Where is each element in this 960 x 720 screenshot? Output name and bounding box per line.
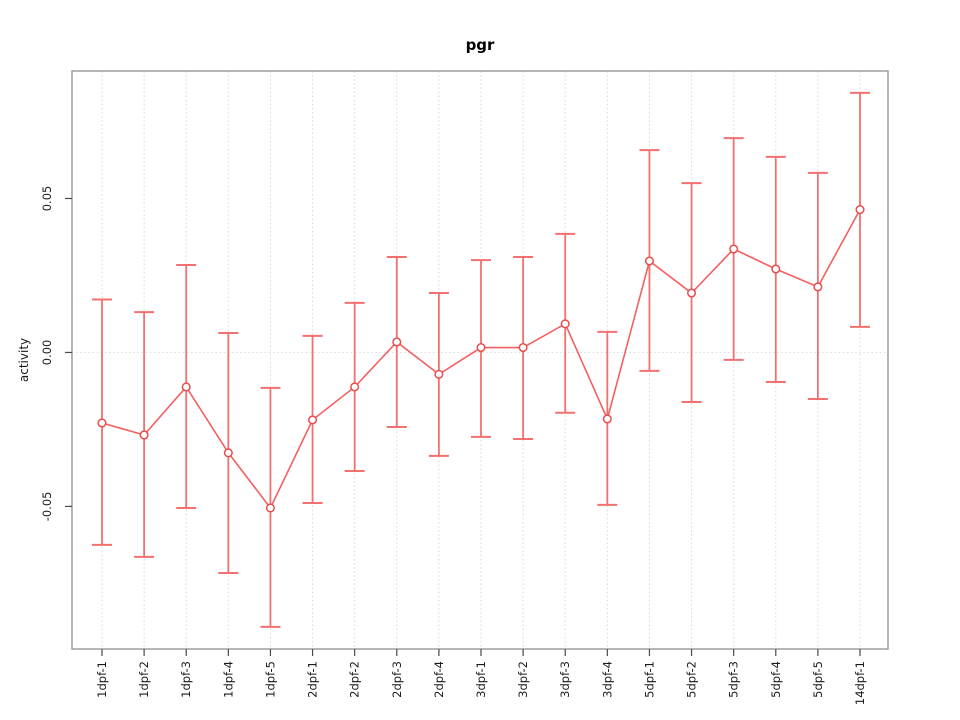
data-point <box>687 288 697 298</box>
data-point <box>392 337 402 347</box>
plot-border <box>71 70 889 650</box>
data-point <box>181 382 191 392</box>
data-point <box>265 503 275 513</box>
x-tick-label: 1dpf-4 <box>221 661 235 698</box>
data-point <box>560 319 570 329</box>
data-point <box>729 244 739 254</box>
x-tick-label: 3dpf-3 <box>558 661 572 698</box>
x-tick-label: 2dpf-4 <box>432 661 446 698</box>
x-tick-label: 3dpf-1 <box>474 661 488 698</box>
x-tick-label: 2dpf-1 <box>306 661 320 698</box>
data-point <box>350 382 360 392</box>
data-point <box>602 414 612 424</box>
x-tick-label: 2dpf-2 <box>348 661 362 698</box>
data-point <box>434 369 444 379</box>
x-tick-label: 3dpf-2 <box>516 661 530 698</box>
data-point <box>139 430 149 440</box>
x-tick-label: 2dpf-3 <box>390 661 404 698</box>
x-tick-label: 5dpf-2 <box>685 661 699 698</box>
data-point <box>308 415 318 425</box>
x-tick-label: 3dpf-4 <box>600 661 614 698</box>
y-tick-label: 0.05 <box>40 186 54 212</box>
data-point <box>771 264 781 274</box>
data-point <box>476 342 486 353</box>
chart-title: pgr <box>465 36 495 54</box>
x-tick-label: 5dpf-1 <box>642 661 656 698</box>
x-tick-label: 5dpf-3 <box>727 661 741 698</box>
data-point <box>223 448 233 458</box>
data-point <box>644 256 654 266</box>
y-axis-label: activity <box>17 338 31 382</box>
data-point <box>518 342 528 353</box>
x-tick-label: 5dpf-4 <box>769 661 783 698</box>
data-point <box>855 205 865 215</box>
x-tick-label: 1dpf-1 <box>95 661 109 698</box>
data-point <box>813 282 823 292</box>
y-tick-label: -0.05 <box>40 492 54 522</box>
data-point <box>97 418 107 428</box>
x-tick-label: 5dpf-5 <box>811 661 825 698</box>
x-tick-label: 1dpf-3 <box>179 661 193 698</box>
x-tick-label: 1dpf-2 <box>137 661 151 698</box>
x-tick-label: 14dpf-1 <box>853 661 867 705</box>
y-tick-label: 0.00 <box>40 340 54 366</box>
x-tick-label: 1dpf-5 <box>263 661 277 698</box>
